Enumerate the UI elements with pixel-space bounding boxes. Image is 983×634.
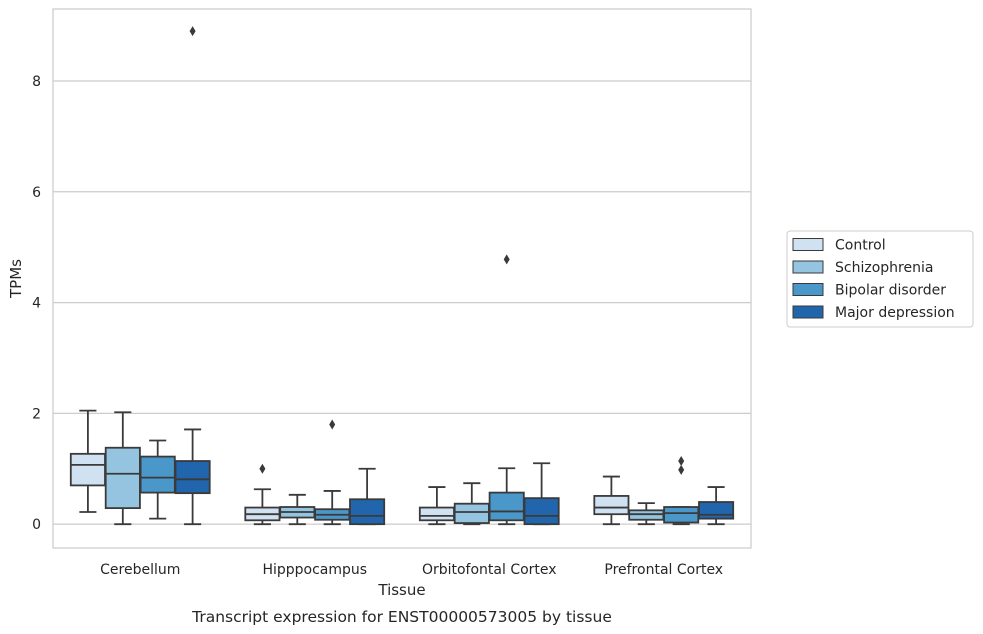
y-tick-label: 2	[32, 406, 41, 422]
y-tick-label: 8	[32, 74, 41, 90]
plot-frame	[52, 8, 752, 549]
box-body	[69, 452, 106, 487]
box-major-depression	[523, 462, 560, 526]
box-bipolar-disorder	[139, 439, 176, 520]
x-tick-label: Orbitofontal Cortex	[422, 562, 557, 578]
legend-label: Control	[835, 238, 886, 254]
outlier-point	[503, 254, 510, 265]
legend-label: Bipolar disorder	[835, 283, 946, 299]
legend-swatch	[792, 305, 824, 319]
x-tick-label: Cerebellum	[100, 562, 180, 578]
box-major-depression	[698, 486, 735, 526]
outlier-point	[189, 26, 196, 37]
grid-lines	[53, 80, 751, 525]
box-body	[104, 446, 141, 510]
box-schizophrenia	[453, 482, 490, 526]
x-axis-title: Tissue	[377, 581, 425, 599]
box-body	[174, 460, 211, 495]
legend-swatch	[792, 283, 824, 296]
box-bipolar-disorder	[314, 419, 351, 526]
box-control	[244, 463, 281, 526]
chart-caption: Transcript expression for ENST0000057300…	[191, 608, 612, 626]
box-body	[593, 495, 630, 516]
box-body	[523, 497, 560, 526]
legend-swatch	[792, 238, 824, 251]
box-body	[488, 491, 525, 522]
legend-label: Schizophrenia	[835, 260, 933, 276]
x-tick-label: Prefrontal Cortex	[604, 562, 723, 578]
box-control	[418, 486, 455, 526]
legend-swatch	[792, 260, 824, 274]
y-axis-title: TPMs	[7, 259, 25, 299]
box-major-depression	[349, 467, 386, 526]
box-bipolar-disorder	[488, 254, 525, 526]
outlier-point	[329, 419, 336, 430]
box-body	[139, 455, 176, 494]
x-tick-label: Hipppocampus	[262, 562, 367, 578]
box-body	[698, 501, 735, 520]
box-control	[69, 409, 106, 513]
box-control	[593, 475, 630, 526]
box-body	[663, 506, 700, 524]
legend-entries: Control Schizophrenia Bipolar disorder Majo…	[792, 238, 955, 321]
outlier-point	[678, 456, 685, 467]
outlier-point	[678, 464, 685, 475]
box-body	[349, 498, 386, 526]
box-body	[418, 506, 455, 522]
boxes	[69, 26, 735, 526]
y-tick-labels: 0 2 4 6 8	[32, 74, 41, 533]
outlier-point	[259, 463, 266, 474]
y-tick-label: 0	[32, 517, 41, 533]
y-tick-label: 4	[32, 296, 41, 312]
legend-frame	[786, 230, 974, 328]
legend-label: Major depression	[835, 305, 955, 321]
y-tick-label: 6	[32, 185, 41, 201]
box-bipolar-disorder	[663, 456, 700, 526]
x-tick-labels: Cerebellum Hipppocampus Orbitofontal Corte…	[100, 562, 723, 578]
legend: Control Schizophrenia Bipolar disorder Majo…	[786, 230, 974, 328]
box-body	[453, 502, 490, 524]
box-major-depression	[174, 26, 211, 526]
